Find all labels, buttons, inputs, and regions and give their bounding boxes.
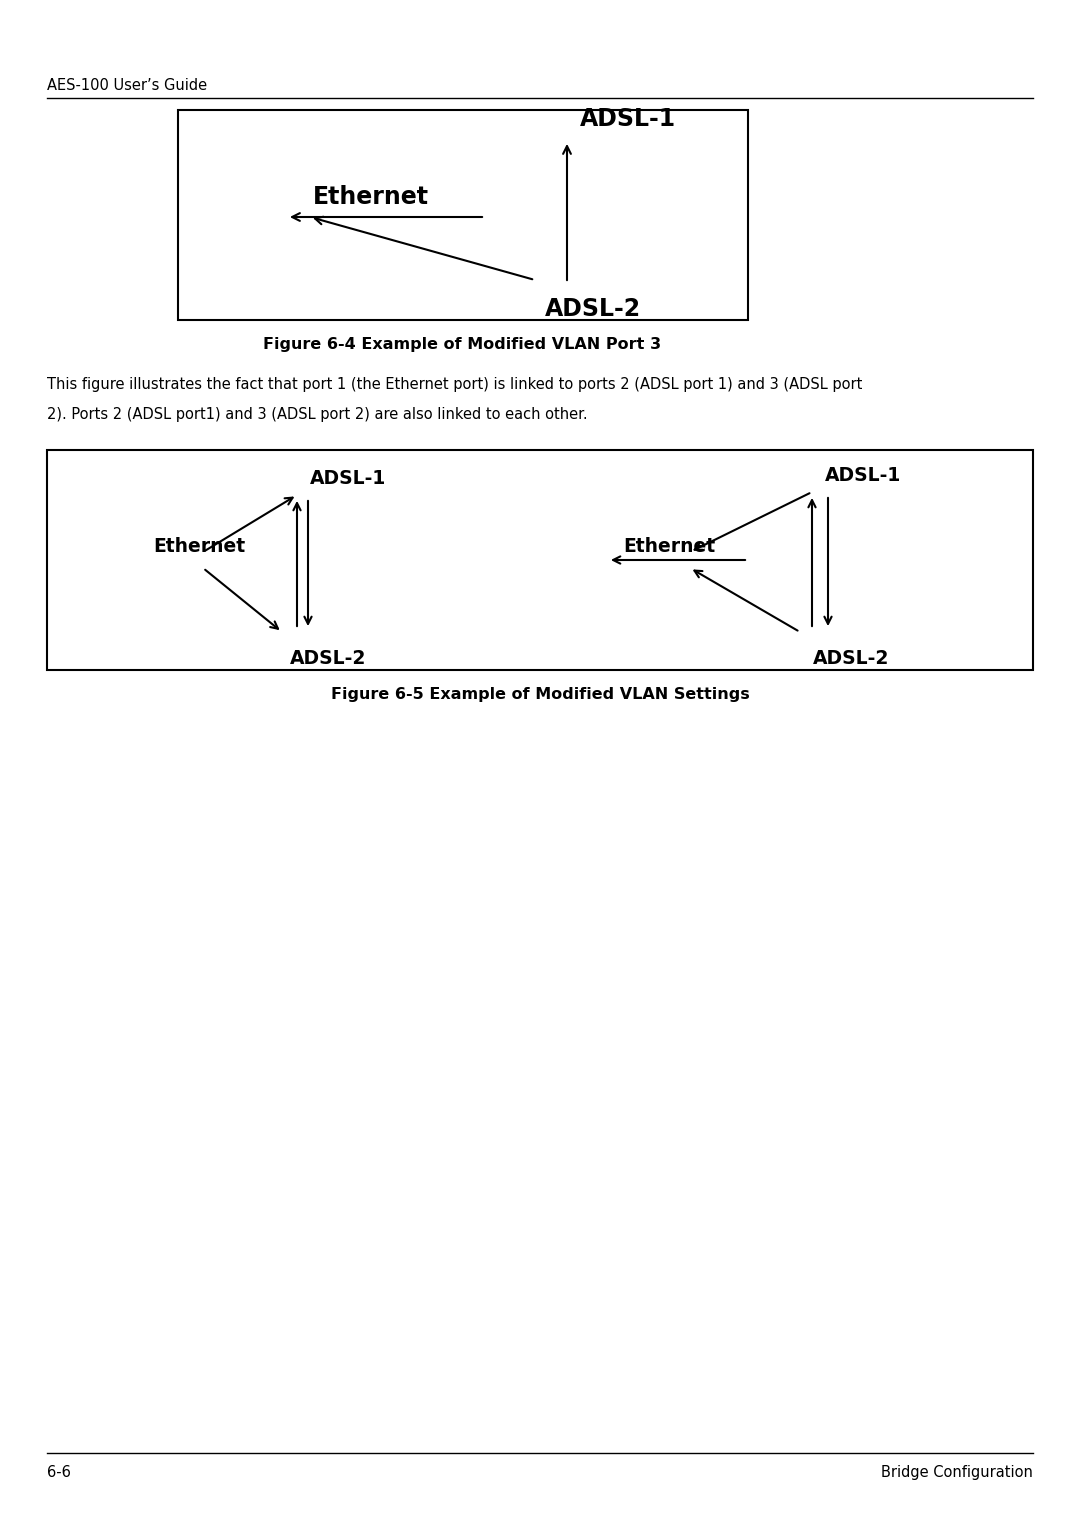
Bar bbox=[48, 450, 1032, 669]
Text: ADSL-1: ADSL-1 bbox=[580, 107, 676, 131]
Text: 6-6: 6-6 bbox=[48, 1466, 71, 1479]
Text: ADSL-1: ADSL-1 bbox=[825, 467, 901, 485]
Text: AES-100 User’s Guide: AES-100 User’s Guide bbox=[48, 78, 207, 93]
Text: This figure illustrates the fact that port 1 (the Ethernet port) is linked to po: This figure illustrates the fact that po… bbox=[48, 377, 862, 392]
Text: Ethernet: Ethernet bbox=[313, 185, 429, 209]
Text: ADSL-2: ADSL-2 bbox=[813, 650, 889, 668]
Text: Figure 6-5 Example of Modified VLAN Settings: Figure 6-5 Example of Modified VLAN Sett… bbox=[330, 686, 750, 702]
Text: Ethernet: Ethernet bbox=[153, 537, 245, 557]
Text: Figure 6-4 Example of Modified VLAN Port 3: Figure 6-4 Example of Modified VLAN Port… bbox=[262, 337, 661, 352]
Text: ADSL-2: ADSL-2 bbox=[545, 297, 642, 320]
Text: Ethernet: Ethernet bbox=[623, 537, 715, 557]
Text: Bridge Configuration: Bridge Configuration bbox=[881, 1466, 1032, 1479]
Bar bbox=[178, 110, 748, 320]
Text: 2). Ports 2 (ADSL port1) and 3 (ADSL port 2) are also linked to each other.: 2). Ports 2 (ADSL port1) and 3 (ADSL por… bbox=[48, 407, 588, 422]
Text: ADSL-2: ADSL-2 bbox=[291, 650, 366, 668]
Text: ADSL-1: ADSL-1 bbox=[310, 470, 387, 488]
